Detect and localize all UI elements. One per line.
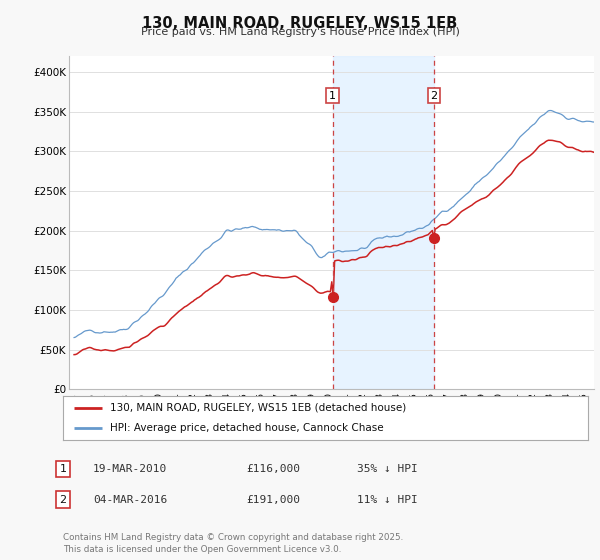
- Text: 2: 2: [59, 494, 67, 505]
- Text: 35% ↓ HPI: 35% ↓ HPI: [357, 464, 418, 474]
- Text: 1: 1: [59, 464, 67, 474]
- Text: Contains HM Land Registry data © Crown copyright and database right 2025.
This d: Contains HM Land Registry data © Crown c…: [63, 533, 403, 554]
- Text: 19-MAR-2010: 19-MAR-2010: [93, 464, 167, 474]
- Text: HPI: Average price, detached house, Cannock Chase: HPI: Average price, detached house, Cann…: [110, 423, 384, 433]
- Text: £116,000: £116,000: [246, 464, 300, 474]
- Text: 1: 1: [329, 91, 336, 101]
- Text: Price paid vs. HM Land Registry's House Price Index (HPI): Price paid vs. HM Land Registry's House …: [140, 27, 460, 37]
- Text: 2: 2: [430, 91, 437, 101]
- Text: 130, MAIN ROAD, RUGELEY, WS15 1EB (detached house): 130, MAIN ROAD, RUGELEY, WS15 1EB (detac…: [110, 403, 407, 413]
- Bar: [332, 56, 434, 389]
- Text: 130, MAIN ROAD, RUGELEY, WS15 1EB: 130, MAIN ROAD, RUGELEY, WS15 1EB: [142, 16, 458, 31]
- Text: 11% ↓ HPI: 11% ↓ HPI: [357, 494, 418, 505]
- Text: £191,000: £191,000: [246, 494, 300, 505]
- Text: 04-MAR-2016: 04-MAR-2016: [93, 494, 167, 505]
